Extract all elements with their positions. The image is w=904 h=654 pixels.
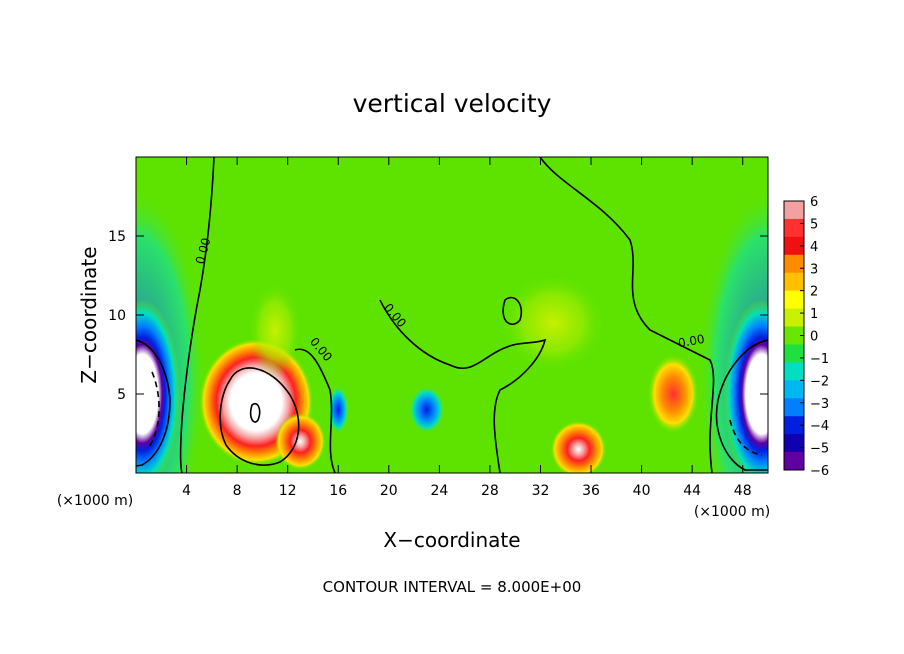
right-dashed-contour	[729, 419, 763, 456]
y-unit-label: (×1000 m)	[57, 493, 133, 509]
chart-title: vertical velocity	[353, 89, 552, 118]
colorbar-tick-label-6: 0	[810, 330, 818, 345]
zero-contour-center	[539, 157, 715, 473]
x-tick-label-40: 40	[633, 483, 651, 499]
x-tick-label-44: 44	[683, 483, 701, 499]
colorbar-tick-label-7: −1	[810, 352, 829, 367]
colorbar-swatch-10	[784, 380, 804, 399]
colorbar-tick-label-11: −5	[810, 442, 829, 457]
right-edge-core	[715, 339, 768, 471]
x-tick-label-20: 20	[380, 483, 398, 499]
colorbar-swatch-0	[784, 201, 804, 220]
colorbar-swatch-13	[784, 434, 804, 453]
zero-contour-mid	[379, 299, 547, 473]
contour-lines	[136, 157, 768, 473]
field-feature-2	[550, 420, 607, 473]
colorbar-swatch-2	[784, 236, 804, 256]
colorbar-tick-label-2: 4	[810, 240, 818, 255]
velocity-field	[136, 157, 768, 473]
x-unit-label: (×1000 m)	[694, 504, 770, 520]
field-feature-7	[723, 299, 768, 473]
contour-interval-note: CONTOUR INTERVAL = 8.000E+00	[323, 578, 582, 596]
y-axis-label: Z−coordinate	[77, 246, 101, 383]
x-tick-label-32: 32	[532, 483, 550, 499]
zero-contour-left	[179, 157, 215, 473]
left-dashed-contour	[147, 371, 160, 449]
colorbar-tick-label-5: 1	[810, 307, 818, 322]
colorbar-swatch-4	[784, 272, 804, 292]
x-tick-label-36: 36	[582, 483, 600, 499]
colorbar-tick-label-1: 5	[810, 217, 818, 232]
field-feature-4	[328, 386, 349, 434]
x-tick-label-16: 16	[329, 483, 347, 499]
colorbar-swatch-5	[784, 290, 804, 310]
colorbar-swatch-7	[784, 326, 804, 345]
field-feature-1	[275, 412, 326, 470]
colorbar-swatch-6	[784, 308, 804, 328]
x-tick-label-4: 4	[182, 483, 191, 499]
colorbar-tick-label-8: −2	[810, 374, 829, 389]
contour-label-3: 0.00	[677, 332, 706, 350]
colorbar-swatch-8	[784, 344, 804, 363]
field-feature-8	[249, 283, 301, 379]
y-tick-label-10: 10	[108, 308, 126, 324]
colorbar-swatch-12	[784, 416, 804, 435]
x-tick-label-28: 28	[481, 483, 499, 499]
colorbar: 6 5 4 3 2 1 0 −1 −2 −3 −4 −5 −6	[783, 195, 829, 479]
zero-contour-lower	[294, 348, 336, 473]
small-loop-1	[502, 296, 523, 325]
x-axis: 4 8 12 16 20 24 28 32 36 40 44 48	[182, 157, 752, 499]
colorbar-tick-label-4: 2	[810, 285, 818, 300]
y-axis: 5 10 15	[108, 229, 768, 403]
colorbar-tick-label-12: −6	[810, 464, 829, 479]
colorbar-swatch-14	[784, 452, 804, 471]
field-feature-3	[647, 354, 699, 434]
field-feature-9	[502, 275, 604, 371]
x-tick-label-12: 12	[279, 483, 297, 499]
colorbar-swatch-9	[784, 362, 804, 381]
field-features	[136, 188, 768, 473]
contour-label-0: 0.00	[193, 236, 213, 265]
zero-contour-main-core	[219, 367, 300, 466]
field-feature-5	[409, 386, 445, 434]
colorbar-swatch-11	[784, 398, 804, 417]
main-core-inner	[249, 402, 261, 423]
field-feature-6	[136, 299, 181, 473]
colorbar-tick-label-0: 6	[810, 195, 818, 210]
x-axis-label: X−coordinate	[383, 528, 520, 552]
colorbar-swatch-3	[784, 254, 804, 274]
y-tick-label-5: 5	[117, 387, 126, 403]
colorbar-tick-label-10: −4	[810, 419, 829, 434]
contour-labels: 0.000.000.00 0.00	[193, 236, 706, 364]
left-edge-core	[136, 339, 171, 467]
x-tick-label-48: 48	[734, 483, 752, 499]
colorbar-tick-label-3: 3	[810, 262, 818, 277]
y-tick-label-15: 15	[108, 229, 126, 245]
x-tick-label-24: 24	[430, 483, 448, 499]
colorbar-swatch-1	[784, 218, 804, 238]
colorbar-tick-label-9: −3	[810, 397, 829, 412]
x-tick-label-8: 8	[233, 483, 242, 499]
